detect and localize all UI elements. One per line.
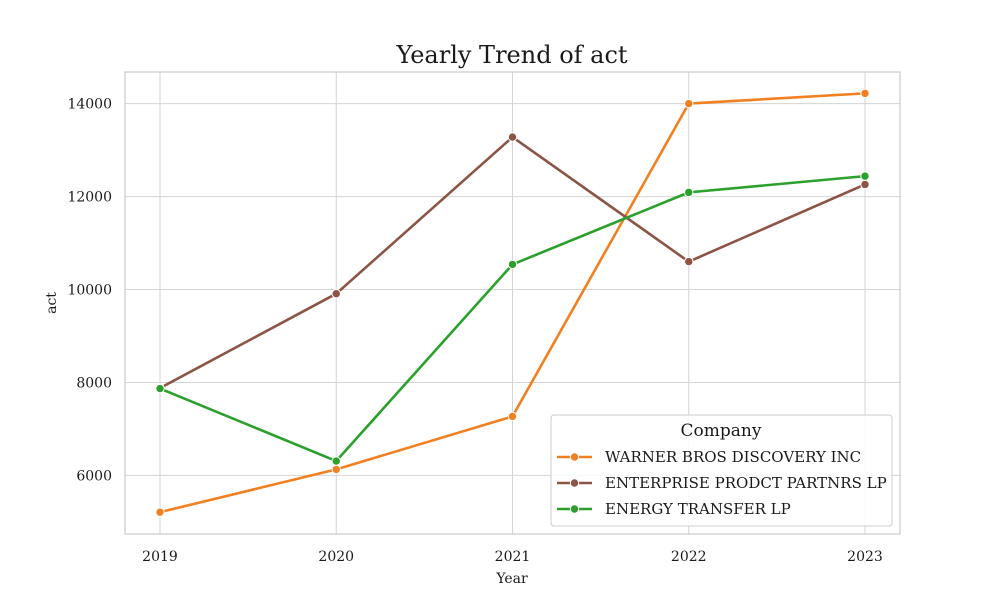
y-axis-label: act bbox=[44, 292, 60, 314]
legend-items: WARNER BROS DISCOVERY INC ENTERPRISE PROD… bbox=[557, 448, 887, 518]
legend-item: ENTERPRISE PRODCT PARTNRS LP bbox=[557, 474, 887, 492]
x-tick-label: 2020 bbox=[318, 549, 354, 565]
data-point bbox=[331, 289, 341, 299]
y-tick-label: 10000 bbox=[67, 283, 112, 299]
legend-item: ENERGY TRANSFER LP bbox=[557, 500, 791, 518]
data-point bbox=[860, 171, 870, 181]
x-tick-label: 2023 bbox=[847, 549, 883, 565]
plot-frame bbox=[124, 71, 901, 535]
data-point bbox=[155, 507, 165, 517]
chart-title: Yearly Trend of act bbox=[395, 41, 627, 69]
legend-label: WARNER BROS DISCOVERY INC bbox=[605, 448, 861, 466]
x-tick-label: 2019 bbox=[142, 549, 178, 565]
series-2 bbox=[155, 171, 870, 466]
data-point bbox=[331, 464, 341, 475]
legend: Company WARNER BROS DISCOVERY INC ENTERPR… bbox=[550, 414, 893, 527]
series-0 bbox=[155, 88, 870, 517]
legend-title: Company bbox=[681, 421, 762, 441]
y-tick-label: 8000 bbox=[76, 375, 112, 391]
y-tick-label: 14000 bbox=[67, 97, 112, 113]
data-point bbox=[684, 187, 694, 198]
series-layer bbox=[155, 88, 870, 517]
data-point bbox=[684, 98, 694, 109]
data-point bbox=[507, 411, 518, 422]
tick-labels: 2019 2020 2021 2022 2023 6000 8000 10000 12000 14… bbox=[67, 97, 882, 565]
data-point bbox=[860, 179, 870, 190]
y-tick-label: 6000 bbox=[76, 468, 112, 484]
legend-marker bbox=[569, 478, 580, 488]
data-point bbox=[507, 132, 518, 142]
legend-label: ENERGY TRANSFER LP bbox=[605, 500, 791, 518]
y-tick-label: 12000 bbox=[67, 190, 112, 206]
x-tick-label: 2021 bbox=[495, 549, 531, 565]
legend-marker bbox=[569, 452, 580, 462]
legend-label: ENTERPRISE PRODCT PARTNRS LP bbox=[605, 474, 887, 492]
legend-marker bbox=[569, 504, 580, 514]
legend-box bbox=[550, 414, 893, 527]
legend-item: WARNER BROS DISCOVERY INC bbox=[557, 448, 861, 466]
data-point bbox=[684, 256, 694, 267]
x-axis-label: Year bbox=[495, 571, 528, 587]
data-point bbox=[155, 383, 165, 394]
x-tick-label: 2022 bbox=[671, 549, 707, 565]
data-point bbox=[860, 88, 870, 99]
data-point bbox=[331, 456, 341, 466]
data-point bbox=[507, 259, 518, 270]
grid bbox=[125, 72, 900, 534]
